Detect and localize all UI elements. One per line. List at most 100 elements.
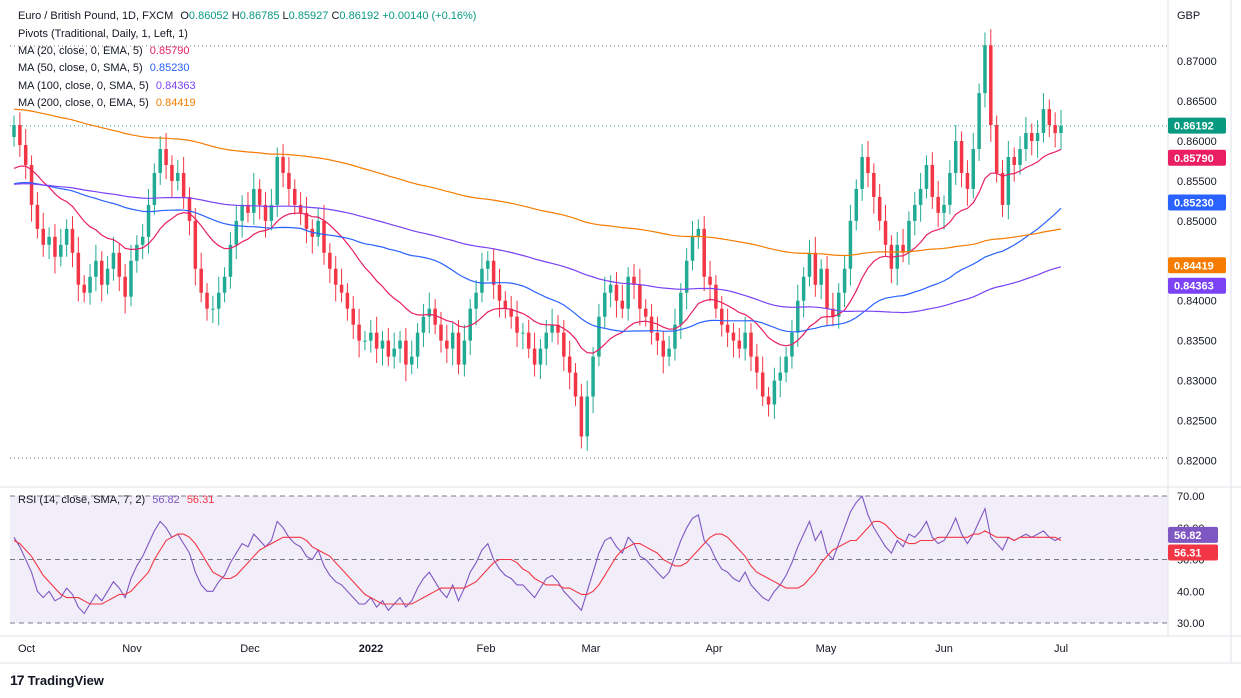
candle-body <box>164 149 168 165</box>
candle-body <box>936 196 940 213</box>
candle-body <box>521 332 525 334</box>
ma200-value: 0.84419 <box>155 97 196 109</box>
candle-body <box>901 244 905 253</box>
candle-body <box>550 324 554 333</box>
price-tick-label: 0.83500 <box>1177 336 1217 348</box>
price-tick-label: 0.86500 <box>1177 96 1217 108</box>
candle-body <box>1053 125 1057 134</box>
candle-body <box>831 308 835 317</box>
candle-body <box>23 145 28 165</box>
candle-body <box>807 252 812 277</box>
ema20-badge: 0.85790 <box>1168 149 1226 166</box>
candle-body <box>1006 156 1011 205</box>
candle-body <box>573 372 578 397</box>
candle-body <box>725 324 730 333</box>
candle-body <box>35 204 40 229</box>
candle-body <box>240 204 244 221</box>
candle-body <box>626 276 630 309</box>
candle-body <box>983 45 987 94</box>
candle-body <box>866 156 870 173</box>
ma100-legend[interactable]: MA (100, close, 0, SMA, 5) 0.84363 <box>18 78 196 95</box>
candle-body <box>29 164 34 205</box>
brand-name: TradingView <box>27 672 104 688</box>
candle-body <box>275 156 279 205</box>
candle-body <box>281 156 285 173</box>
price-tick-label: 0.82500 <box>1177 415 1217 427</box>
ema200-line <box>13 108 1062 257</box>
candle-body <box>538 348 543 365</box>
candle-body <box>614 284 619 301</box>
candle-body <box>965 172 970 189</box>
candle-body <box>907 220 911 253</box>
symbol-title: Euro / British Pound, 1D, FXCM <box>18 10 174 22</box>
time-tick-label: Feb <box>477 643 496 655</box>
candle-body <box>211 308 215 310</box>
sma100-badge: 0.84363 <box>1168 277 1226 294</box>
rsi-sma-line <box>13 520 1062 605</box>
candle-body <box>491 260 496 285</box>
currency-label: GBP <box>1177 10 1201 22</box>
candle-body <box>702 228 706 277</box>
candle-body <box>690 236 695 261</box>
candle-body <box>12 125 16 138</box>
candle-body <box>673 324 677 349</box>
candle-body <box>1024 133 1028 149</box>
candle-body <box>743 332 747 349</box>
ma20-legend[interactable]: MA (20, close, 0, EMA, 5) 0.85790 <box>18 43 190 60</box>
price-tick-label: 0.85500 <box>1177 176 1217 188</box>
tradingview-brand[interactable]: 17 TradingView <box>10 672 104 688</box>
ema20-badge-bg <box>1168 149 1226 166</box>
candle-body <box>714 284 718 309</box>
rsi-legend[interactable]: RSI (14, close, SMA, 7, 2) 56.82 56.31 <box>18 492 214 509</box>
candle-body <box>848 220 853 269</box>
candle-body <box>462 340 467 365</box>
ma20-value: 0.85790 <box>149 45 190 57</box>
candle-body <box>1047 109 1052 126</box>
sma100-badge-text: 0.84363 <box>1174 281 1214 293</box>
candle-body <box>989 45 993 126</box>
sma50-badge-text: 0.85230 <box>1174 197 1214 209</box>
candle-body <box>872 172 876 197</box>
candle-body <box>351 308 356 325</box>
ma50-legend[interactable]: MA (50, close, 0, SMA, 5) 0.85230 <box>18 60 190 77</box>
candle-body <box>105 268 110 285</box>
candle-body <box>216 292 221 309</box>
candle-body <box>953 141 958 173</box>
price-tick-label: 0.84000 <box>1177 296 1217 308</box>
candle-body <box>345 292 350 309</box>
candle-body <box>263 204 268 221</box>
candle-body <box>140 236 145 245</box>
candle-body <box>41 228 46 245</box>
candle-body <box>433 308 437 325</box>
candle-body <box>591 356 595 397</box>
candle-body <box>94 260 98 277</box>
candle-body <box>480 268 484 293</box>
candle-body <box>293 188 297 205</box>
candle-body <box>404 340 408 365</box>
rsi-value-badge-bg <box>1168 526 1218 543</box>
candle-body <box>234 220 239 245</box>
candle-body <box>679 292 683 325</box>
time-tick-label: Nov <box>122 643 142 655</box>
candle-body <box>532 348 537 365</box>
candle-body <box>526 332 531 349</box>
candle-body <box>398 340 402 349</box>
candle-body <box>696 228 701 237</box>
candle-body <box>994 125 999 173</box>
candle-body <box>59 244 63 257</box>
candle-body <box>427 308 432 317</box>
pivots-legend[interactable]: Pivots (Traditional, Daily, 1, Left, 1) <box>18 26 188 43</box>
candle-body <box>1000 172 1005 205</box>
candle-body <box>135 244 139 261</box>
candle-body <box>667 348 671 357</box>
sma50-line <box>13 181 1062 333</box>
rsi-tick-label: 40.00 <box>1177 586 1205 598</box>
candle-body <box>70 228 75 253</box>
ma200-legend[interactable]: MA (200, close, 0, EMA, 5) 0.84419 <box>18 95 196 112</box>
candle-body <box>257 188 262 205</box>
ema200-badge: 0.84419 <box>1168 257 1226 274</box>
candle-body <box>913 204 917 221</box>
candle-body <box>415 332 420 357</box>
candle-body <box>1029 133 1034 142</box>
